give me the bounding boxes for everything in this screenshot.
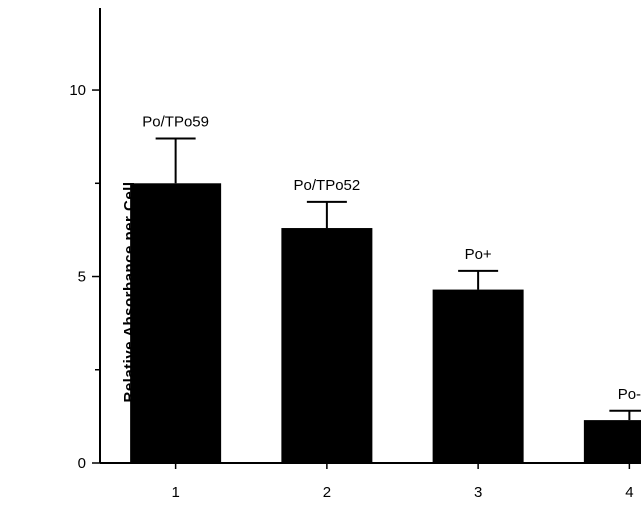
bar (281, 228, 373, 463)
x-tick-label: 2 (323, 484, 331, 501)
bar (432, 289, 524, 463)
bar-data-label: Po+ (465, 246, 492, 263)
bar-data-label: Po/TPo59 (142, 114, 209, 131)
x-tick-label: 3 (474, 484, 482, 501)
y-tick-label: 10 (69, 82, 86, 99)
x-ticks: 1 2 3 4 (171, 463, 634, 501)
y-axis-label: Relative Absorbance per Cell (121, 181, 138, 402)
y-tick-label: 5 (78, 269, 86, 286)
bar (130, 183, 222, 464)
y-ticks: 0 5 10 (69, 82, 100, 472)
x-tick-label: 1 (171, 484, 179, 501)
bar (583, 420, 641, 463)
bars (130, 183, 641, 464)
bar-data-label: Po/TPo52 (294, 177, 361, 194)
y-tick-label: 0 (78, 455, 86, 472)
bar-labels: Po/TPo59 Po/TPo52 Po+ Po- (142, 114, 641, 403)
error-bars (155, 137, 641, 421)
x-tick-label: 4 (625, 484, 633, 501)
bar-data-label: Po- (618, 386, 641, 403)
